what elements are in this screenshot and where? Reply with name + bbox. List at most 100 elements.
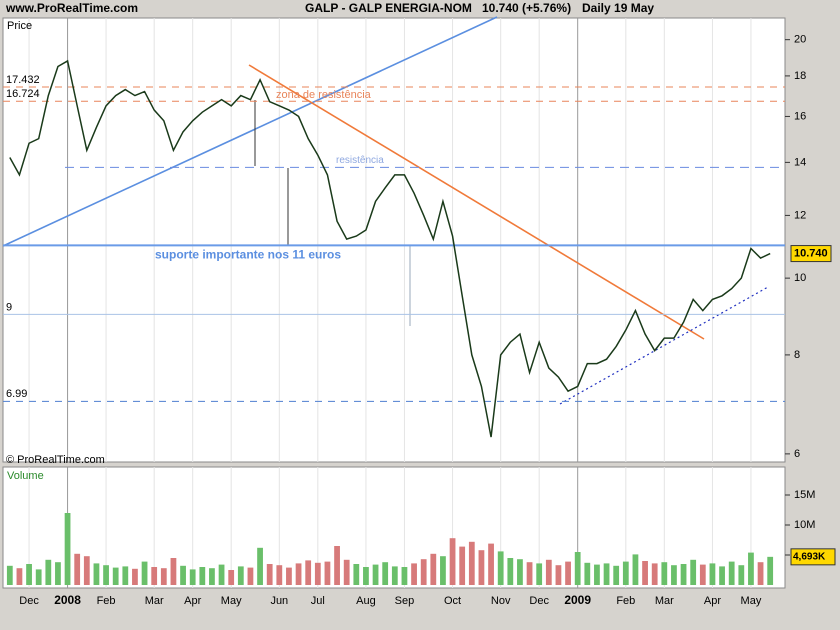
volume-bar xyxy=(767,556,774,585)
y-tick-label: 6 xyxy=(794,448,800,460)
volume-bar xyxy=(363,567,369,585)
x-tick-label: Jun xyxy=(270,595,288,607)
volume-bar xyxy=(132,568,138,585)
y-tick-label: 15M xyxy=(794,489,815,501)
price-badge xyxy=(790,245,832,263)
volume-bar xyxy=(266,564,273,585)
volume-bar xyxy=(488,543,494,585)
volume-bar xyxy=(459,546,466,585)
price-line xyxy=(9,59,771,438)
volume-bar xyxy=(728,561,735,585)
x-tick-label: Apr xyxy=(704,595,721,607)
y-tick-label: 18 xyxy=(794,70,806,82)
volume-bar xyxy=(440,556,446,585)
volume-bar xyxy=(584,562,591,585)
y-tick-label: 8 xyxy=(794,349,800,361)
volume-bar xyxy=(122,566,129,585)
volume-bar xyxy=(613,565,620,585)
volume-bar xyxy=(228,570,235,585)
volume-bar xyxy=(180,565,186,585)
volume-bar xyxy=(642,561,648,585)
volume-bar xyxy=(738,565,745,585)
y-tick-label: 20 xyxy=(794,34,806,46)
support-label: suporte importante nos 11 euros xyxy=(155,248,341,262)
resistance-label: resistência xyxy=(336,155,384,166)
volume-bar xyxy=(507,558,514,585)
volume-bar xyxy=(594,564,600,585)
volume-bar xyxy=(372,564,379,585)
volume-bar xyxy=(517,559,523,585)
volume-bar xyxy=(295,563,302,585)
instrument: GALP - GALP ENERGIA-NOM xyxy=(305,1,472,15)
volume-bar xyxy=(16,568,23,585)
y-tick-label: 10M xyxy=(794,519,815,531)
volume-bar xyxy=(632,554,639,585)
y-tick-label: 10 xyxy=(794,272,806,284)
site: www.ProRealTime.com xyxy=(5,1,138,15)
x-tick-label: May xyxy=(221,595,242,607)
volume-bar xyxy=(103,565,109,585)
x-tick-label: Apr xyxy=(184,595,201,607)
volume-bar xyxy=(497,551,504,585)
copyright: © ProRealTime.com xyxy=(6,454,105,466)
x-tick-label: May xyxy=(741,595,762,607)
volume-bar xyxy=(247,567,254,585)
volume-bar xyxy=(45,559,52,585)
x-tick-label: Mar xyxy=(655,595,674,607)
volume-bar xyxy=(141,561,148,585)
volume-bar xyxy=(209,568,215,585)
volume-bar xyxy=(35,569,42,585)
x-tick-label: Mar xyxy=(145,595,164,607)
volume-bar xyxy=(690,559,697,585)
volume-bar xyxy=(622,561,629,585)
level-label: 9 xyxy=(6,301,12,313)
volume-bar xyxy=(574,552,581,585)
x-tick-label: 2009 xyxy=(564,593,591,607)
volume-bar xyxy=(55,562,61,585)
x-tick-label: Jul xyxy=(311,595,325,607)
volume-bar xyxy=(411,563,417,585)
volume-title: Volume xyxy=(7,470,44,482)
volume-bar xyxy=(680,564,687,585)
volume-bar xyxy=(699,564,706,585)
volume-bar xyxy=(305,560,312,585)
volume-bar xyxy=(26,564,32,585)
volume-bar xyxy=(565,561,571,585)
volume-bar xyxy=(478,550,485,585)
x-tick-label: Oct xyxy=(444,595,461,607)
volume-bar xyxy=(757,562,764,585)
volume-bar xyxy=(199,567,206,585)
volume-bar xyxy=(661,562,668,585)
x-tick-label: Nov xyxy=(491,595,511,607)
volume-bar xyxy=(401,567,408,585)
trendline-rising xyxy=(2,16,498,247)
y-tick-label: 14 xyxy=(794,156,806,168)
volume-bar xyxy=(324,561,331,585)
volume-bar xyxy=(430,553,437,585)
volume-bar xyxy=(555,565,562,585)
volume-bar xyxy=(286,567,292,585)
period: Daily 19 May xyxy=(582,1,654,15)
volume-bar xyxy=(536,563,543,585)
x-tick-label: Feb xyxy=(616,595,635,607)
level-label: 6.99 xyxy=(6,388,27,400)
volume-bar xyxy=(334,546,340,585)
volume-bar xyxy=(449,538,456,585)
y-tick-label: 12 xyxy=(794,209,806,221)
volume-bar xyxy=(709,563,716,585)
zone-label: zona de resistência xyxy=(276,89,372,101)
x-tick-label: Dec xyxy=(529,595,549,607)
volume-bar xyxy=(468,541,475,585)
volume-bar xyxy=(671,565,677,585)
volume-bar xyxy=(160,568,167,585)
volume-bar xyxy=(420,559,427,585)
volume-bar xyxy=(719,566,725,585)
volume-bar xyxy=(276,565,283,585)
volume-bar xyxy=(83,556,90,585)
price-panel xyxy=(2,17,786,463)
volume-bar xyxy=(189,569,196,585)
y-tick-label: 16 xyxy=(794,110,806,122)
x-tick-label: Sep xyxy=(395,595,415,607)
volume-bar xyxy=(237,566,244,585)
